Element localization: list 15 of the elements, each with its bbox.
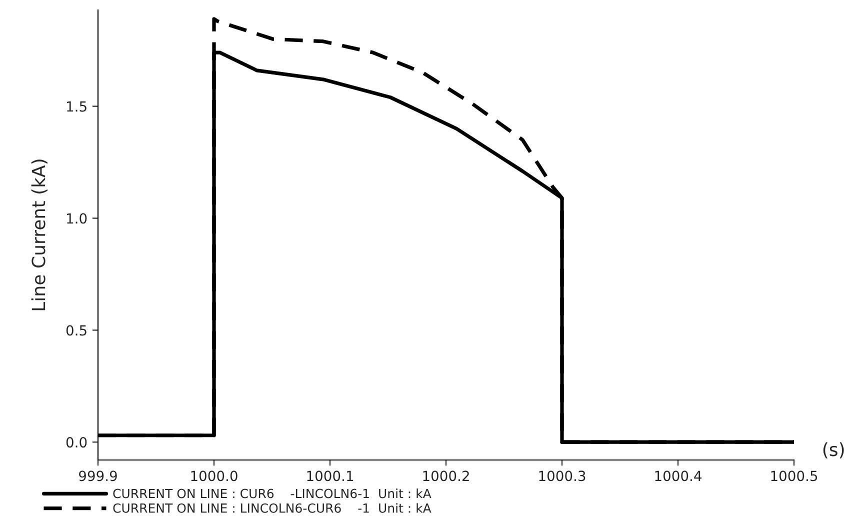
x-tick-label: 999.9 — [78, 470, 117, 482]
y-tick-label: 1.0 — [67, 213, 87, 224]
legend-label: CURRENT ON LINE : LINCOLN6-CUR6 -1 Unit : kA — [113, 503, 432, 513]
x-tick-label: 1000.2 — [423, 470, 469, 482]
y-tick-label: 0.0 — [66, 437, 87, 448]
x-tick-label: 1000.4 — [655, 470, 702, 482]
legend-label: CURRENT ON LINE : CUR6 -LINCOLN6-1 Unit : kA — [113, 488, 432, 498]
y-tick-label: 0.5 — [66, 325, 86, 336]
x-tick-label: 1000.5 — [771, 470, 818, 482]
x-tick-label: 1000.3 — [539, 470, 586, 482]
y-axis-title: Line Current (kA) — [31, 160, 48, 310]
x-tick-label: 1000.0 — [191, 470, 238, 482]
y-tick-label: 1.5 — [67, 101, 86, 112]
x-axis-title: (s) — [823, 442, 844, 458]
x-tick-label: 1000.1 — [307, 470, 354, 482]
